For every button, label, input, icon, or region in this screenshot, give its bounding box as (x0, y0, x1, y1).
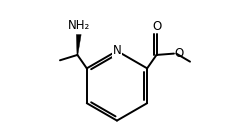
Polygon shape (76, 35, 81, 55)
Text: O: O (174, 47, 184, 60)
Text: N: N (112, 44, 121, 57)
Text: O: O (152, 20, 162, 33)
Text: NH₂: NH₂ (68, 19, 90, 32)
